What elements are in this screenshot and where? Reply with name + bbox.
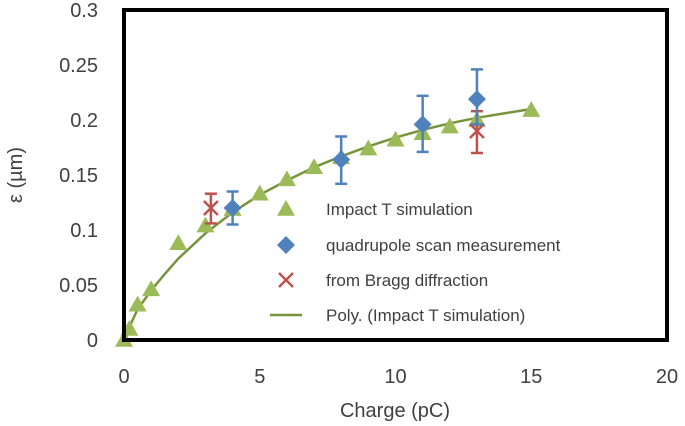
legend-label: Poly. (Impact T simulation) [326, 306, 525, 325]
impact-t-point [142, 280, 161, 297]
y-tick-label: 0.15 [59, 165, 98, 187]
y-tick-label: 0.3 [70, 0, 98, 22]
y-tick-label: 0.2 [70, 110, 98, 132]
legend-swatch-diamond [277, 236, 295, 254]
quad-scan-point [413, 115, 432, 134]
impact-t-point [359, 139, 378, 156]
legend-item: Poly. (Impact T simulation) [270, 306, 525, 325]
quad-scan-point [223, 199, 242, 217]
legend: Impact T simulation quadrupole scan measu… [270, 200, 561, 325]
impact-t-point [277, 170, 296, 187]
plot-frame [122, 8, 669, 342]
quad-scan-point [467, 90, 486, 109]
plot-marks [115, 68, 541, 347]
y-tick-label: 0.1 [70, 220, 98, 242]
impact-t-point [440, 117, 459, 134]
legend-label: from Bragg diffraction [326, 271, 488, 290]
impact-t-point [250, 184, 269, 201]
legend-label: Impact T simulation [326, 200, 473, 219]
y-tick-label: 0 [87, 330, 98, 352]
legend-item: quadrupole scan measurement [277, 236, 561, 255]
bragg-point [469, 123, 485, 139]
x-axis-ticks: 0 5 10 15 20 [118, 366, 678, 388]
legend-item: from Bragg diffraction [278, 271, 488, 290]
x-tick-label: 0 [118, 366, 129, 388]
impact-t-point [305, 158, 324, 175]
bragg-point [202, 200, 219, 216]
quad-scan-point [332, 150, 351, 169]
x-tick-label: 5 [254, 366, 265, 388]
legend-item: Impact T simulation [277, 200, 473, 219]
impact-t-point [128, 295, 147, 312]
impact-t-point [522, 101, 541, 117]
x-tick-label: 15 [520, 366, 542, 388]
x-tick-label: 20 [656, 366, 678, 388]
y-axis-title: ε (µm) [5, 147, 27, 203]
x-tick-label: 10 [384, 366, 406, 388]
legend-label: quadrupole scan measurement [326, 236, 561, 255]
legend-swatch-x [278, 272, 294, 288]
x-axis-title: Charge (pC) [340, 400, 450, 422]
legend-swatch-triangle [277, 200, 295, 216]
impact-t-point [386, 130, 405, 147]
y-tick-label: 0.25 [59, 55, 98, 77]
y-tick-label: 0.05 [59, 275, 98, 297]
impact-t-point [169, 234, 188, 250]
y-axis-ticks: 0 0.05 0.1 0.15 0.2 0.25 0.3 [59, 0, 98, 352]
